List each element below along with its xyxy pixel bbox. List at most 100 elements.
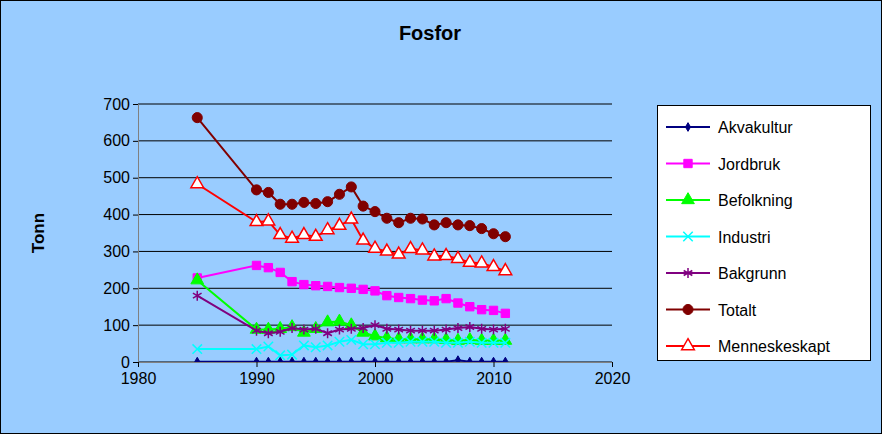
series-marker: [479, 357, 484, 362]
series-marker: [370, 207, 380, 217]
y-tick-label: 600: [103, 132, 130, 149]
series-marker: [418, 326, 427, 336]
chart: FosforTonn010020030040050060070019801990…: [0, 0, 882, 434]
series-marker: [394, 218, 404, 228]
series-marker: [442, 294, 450, 302]
y-tick-label: 100: [103, 317, 130, 334]
series-marker: [465, 322, 474, 332]
series-marker: [404, 242, 417, 253]
series-marker: [465, 221, 475, 231]
series-marker: [346, 182, 356, 192]
series-marker: [465, 337, 474, 346]
plot-area: [191, 113, 512, 362]
series-marker: [358, 201, 368, 211]
series-marker: [501, 324, 510, 334]
series-marker: [454, 323, 463, 333]
series-marker: [430, 337, 439, 346]
series-marker: [288, 277, 296, 285]
series-marker: [321, 315, 334, 326]
series-marker: [467, 357, 472, 362]
y-tick: 600: [103, 132, 138, 149]
series-marker: [384, 357, 389, 362]
y-tick-mark: [133, 251, 138, 252]
y-tick: 100: [103, 317, 138, 334]
x-tick-label: 2010: [476, 370, 512, 387]
series-marker: [418, 296, 426, 304]
x-tick: 1980: [121, 362, 157, 387]
x-tick-mark: [375, 362, 376, 367]
series-marker: [408, 357, 413, 362]
x-tick: 2000: [358, 362, 394, 387]
series-marker: [323, 197, 333, 207]
series-marker: [369, 329, 382, 340]
legend-label: Befolkning: [718, 192, 793, 209]
series-marker: [430, 297, 438, 305]
series-marker: [406, 326, 415, 336]
series-marker: [489, 325, 498, 335]
series-marker: [311, 343, 320, 352]
y-tick-label: 0: [121, 354, 130, 371]
title: Fosfor: [399, 22, 461, 44]
x-tick: 1990: [239, 362, 275, 387]
series-marker: [382, 213, 392, 223]
legend-marker: [684, 159, 692, 167]
y-tick: 400: [103, 206, 138, 223]
series-marker: [394, 338, 403, 347]
series-marker: [298, 325, 311, 336]
series-marker: [251, 185, 261, 195]
legend-label: Bakgrunn: [718, 265, 787, 282]
series-line: [197, 296, 505, 334]
y-tick-mark: [133, 215, 138, 216]
y-axis-line: [133, 105, 139, 363]
series-marker: [430, 326, 439, 336]
legend-marker: [682, 339, 695, 350]
series-marker: [250, 215, 263, 226]
series-marker: [191, 177, 204, 188]
series-marker: [312, 282, 320, 290]
series-marker: [428, 249, 441, 260]
grid-line: [138, 140, 612, 141]
y-tick: 200: [103, 280, 138, 297]
y-tick: 300: [103, 243, 138, 260]
y-tick-mark: [133, 178, 138, 179]
series-marker: [406, 213, 416, 223]
series-marker: [191, 273, 204, 284]
series-marker: [299, 197, 309, 207]
series-marker: [333, 218, 346, 229]
series-marker: [313, 357, 318, 362]
series-marker: [347, 335, 356, 344]
series-marker: [491, 357, 496, 362]
series-marker: [276, 327, 285, 337]
legend-box: [658, 106, 871, 361]
series-line: [197, 118, 505, 237]
series-marker: [301, 357, 306, 362]
series-marker: [501, 338, 510, 347]
series-marker: [264, 263, 272, 271]
series-marker: [500, 232, 510, 242]
series-marker: [334, 189, 344, 199]
background: [1, 1, 882, 434]
series-marker: [290, 357, 295, 362]
series-marker: [359, 323, 368, 333]
series-line: [197, 280, 505, 340]
y-tick-label: 400: [103, 206, 130, 223]
legend: AkvakulturJordbrukBefolkningIndustriBakg…: [658, 106, 871, 361]
series-marker: [371, 287, 379, 295]
series-marker: [311, 198, 321, 208]
legend-label: Jordbruk: [718, 156, 781, 173]
series-marker: [358, 340, 367, 349]
x-axis-line: [139, 363, 613, 368]
series-marker: [335, 337, 344, 346]
series-marker: [264, 328, 273, 338]
series-marker: [298, 228, 311, 239]
series-marker: [406, 294, 414, 302]
series-marker: [274, 228, 287, 239]
y-tick-mark: [133, 362, 138, 363]
series-marker: [345, 212, 358, 223]
y-tick-label: 300: [103, 243, 130, 260]
x-tick: 2020: [595, 362, 631, 387]
series-marker: [501, 309, 509, 317]
series-marker: [392, 247, 405, 258]
y-tick-mark: [133, 288, 138, 289]
series-marker: [441, 338, 450, 347]
